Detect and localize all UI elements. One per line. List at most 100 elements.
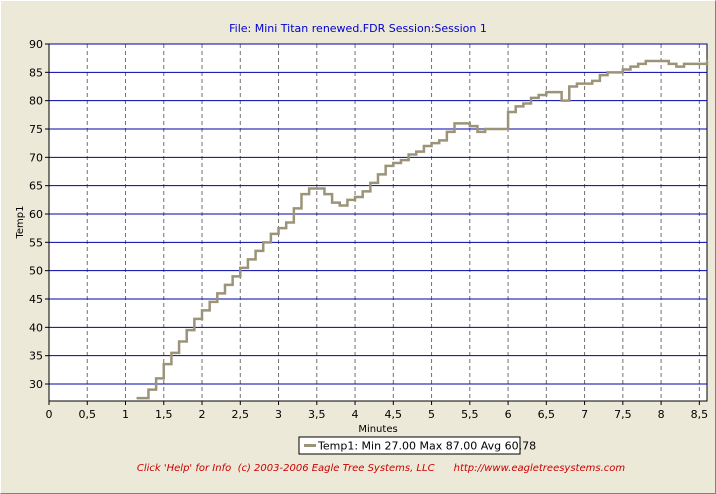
x-tick-label: 7,5 (614, 408, 632, 421)
data-point (338, 204, 341, 207)
data-point (308, 187, 310, 190)
data-point (224, 284, 226, 286)
data-point (583, 82, 586, 85)
data-point (423, 145, 425, 147)
data-point (545, 91, 548, 93)
data-point (300, 193, 303, 195)
series-line-temp1 (136, 59, 709, 400)
data-point (537, 94, 540, 96)
y-tick-label: 65 (29, 180, 43, 193)
data-point (369, 182, 372, 184)
data-point (384, 165, 387, 167)
data-point (446, 131, 448, 133)
data-point (239, 267, 242, 269)
data-point (407, 153, 410, 156)
data-point (675, 65, 678, 68)
y-tick-label: 85 (29, 66, 43, 79)
data-point (652, 60, 655, 62)
data-point (155, 377, 157, 380)
x-axis-label: Minutes (358, 424, 397, 435)
data-point (136, 397, 138, 399)
x-tick-label: 0,5 (79, 408, 97, 421)
data-point (698, 63, 701, 65)
data-point (576, 82, 578, 85)
data-point (392, 162, 395, 164)
data-point (553, 91, 555, 93)
legend[interactable]: Temp1: Min 27.00 Max 87.00 Avg 60.78 (298, 436, 536, 455)
data-point (231, 275, 234, 278)
data-point (469, 125, 471, 127)
data-point (507, 111, 509, 113)
y-tick-label: 40 (29, 321, 43, 334)
data-point (331, 201, 333, 204)
data-point (629, 65, 632, 68)
data-point (476, 131, 479, 133)
y-tick-label: 75 (29, 123, 43, 136)
y-tick-label: 35 (29, 350, 43, 363)
y-tick-label: 90 (29, 38, 43, 51)
x-tick-label: 2,5 (232, 408, 250, 421)
data-point (606, 71, 609, 74)
data-point (193, 318, 196, 320)
y-tick-labels: 30 35 40 45 50 55 60 65 70 75 80 85 90 (29, 38, 49, 391)
data-point (461, 122, 463, 125)
data-point (568, 85, 571, 88)
data-point (415, 150, 418, 153)
data-point (208, 301, 211, 303)
data-point (614, 71, 616, 74)
x-tick-label: 2 (199, 408, 206, 421)
data-point (683, 63, 685, 65)
data-point (285, 221, 287, 224)
data-point (293, 207, 295, 210)
data-point (622, 68, 624, 71)
data-point (660, 60, 662, 62)
data-point (201, 309, 203, 312)
legend-entry-temp1: Temp1: Min 27.00 Max 87.00 Avg 60.78 (317, 440, 536, 453)
data-point (178, 340, 180, 343)
data-point (323, 193, 326, 195)
data-point (484, 128, 486, 130)
data-point (377, 173, 379, 176)
x-tick-label: 3 (275, 408, 282, 421)
x-tick-label: 5,5 (461, 408, 479, 421)
y-tick-label: 55 (29, 236, 43, 249)
data-point (262, 241, 265, 244)
x-gridlines (86, 44, 700, 401)
data-point (453, 122, 456, 125)
x-tick-label: 8 (658, 408, 665, 421)
data-point (637, 63, 639, 65)
data-point (361, 190, 364, 193)
series-layer (136, 59, 709, 400)
x-tick-label: 4,5 (385, 408, 403, 421)
data-point (147, 388, 150, 391)
data-point (162, 363, 165, 365)
data-point (315, 187, 318, 190)
data-point (491, 128, 494, 130)
x-tick-label: 6,5 (538, 408, 556, 421)
data-point (514, 105, 517, 108)
data-point (599, 74, 601, 76)
data-point (690, 63, 693, 65)
y-tick-label: 50 (29, 265, 43, 278)
data-point (354, 196, 356, 198)
data-point (346, 199, 349, 201)
x-tick-label: 3,5 (308, 408, 326, 421)
data-point (254, 250, 257, 252)
data-point (644, 60, 647, 62)
x-tick-labels: 0 0,5 1 1,5 2 2,5 3 3,5 4 4,5 5 5,5 6 6,5 7 7,5 8 8,5 (46, 401, 708, 421)
data-point (277, 227, 280, 229)
y-tick-label: 80 (29, 95, 43, 108)
data-point (430, 142, 433, 144)
x-tick-label: 5 (428, 408, 435, 421)
footer-help-text: Click 'Help' for Info (c) 2003-2006 Eagl… (137, 463, 626, 474)
x-tick-label: 4 (352, 408, 359, 421)
x-tick-label: 7 (581, 408, 588, 421)
y-tick-label: 30 (29, 378, 43, 391)
x-tick-label: 1,5 (155, 408, 173, 421)
x-tick-label: 0 (46, 408, 53, 421)
data-point (216, 292, 219, 295)
y-gridlines (49, 43, 707, 385)
data-point (530, 97, 532, 99)
data-point (706, 60, 708, 62)
